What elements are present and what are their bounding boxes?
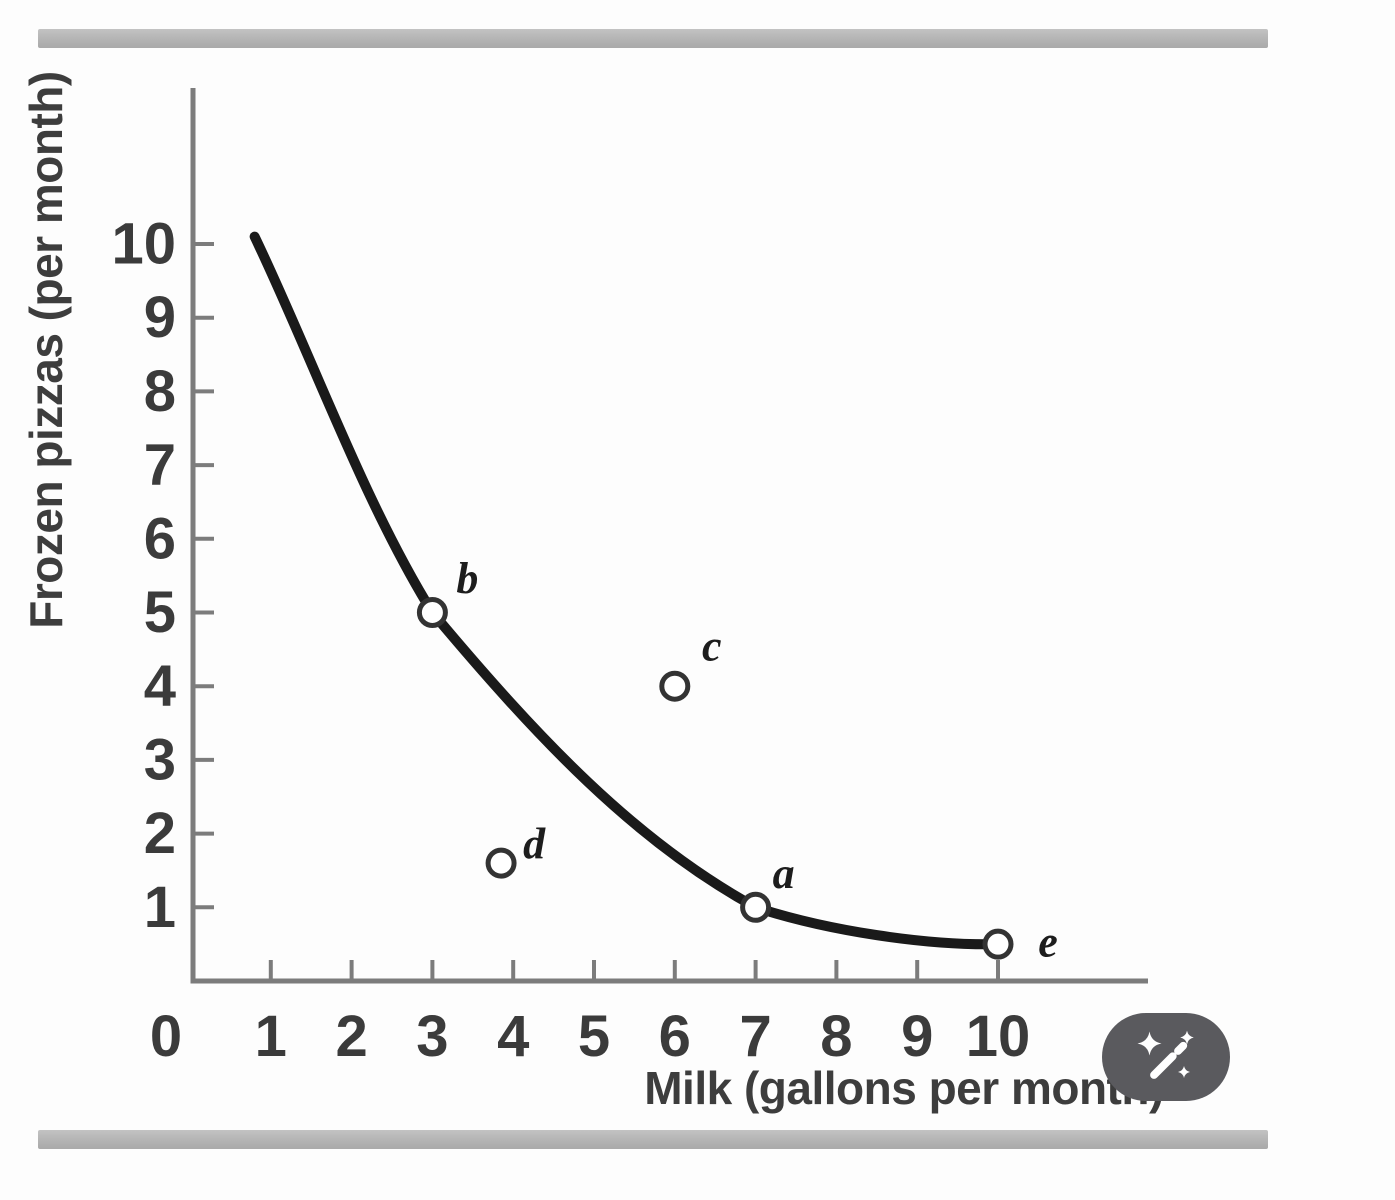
axes-line <box>190 88 1148 984</box>
y-tick-label: 10 <box>111 212 176 277</box>
x-axis-title: Milk (gallons per month) <box>644 1062 1164 1114</box>
x-tick-label: 10 <box>966 1004 1031 1069</box>
x-tick-label: 8 <box>820 1004 852 1069</box>
point-label-d: d <box>523 820 546 869</box>
top-divider-bar <box>38 29 1268 48</box>
x-tick-label: 7 <box>739 1004 771 1069</box>
point-label-e: e <box>1038 918 1058 967</box>
y-tick-label: 5 <box>144 580 176 645</box>
y-tick-label: 1 <box>144 875 176 940</box>
y-axis-title: Frozen pizzas (per month) <box>20 71 72 628</box>
point-label-b: b <box>456 554 478 603</box>
y-tick-label: 4 <box>144 654 176 719</box>
y-tick-label: 2 <box>144 801 176 866</box>
x-tick-label: 1 <box>255 1004 287 1069</box>
wand-tip <box>1174 1041 1188 1055</box>
x-tick-label: 2 <box>335 1004 367 1069</box>
point-label-a: a <box>773 849 795 898</box>
x-tick-label: 6 <box>659 1004 691 1069</box>
point-marker-d <box>485 847 517 879</box>
x-tick-label: 9 <box>901 1004 933 1069</box>
y-tick-label: 6 <box>144 506 176 571</box>
x-tick-label: 3 <box>416 1004 448 1069</box>
sparkle-small-bottom <box>1178 1066 1190 1078</box>
point-marker-b <box>416 597 448 628</box>
wand-shaft <box>1150 1052 1177 1079</box>
magic-wand-icon <box>1137 1030 1194 1079</box>
y-tick-label: 9 <box>144 285 176 350</box>
point-label-c: c <box>702 622 722 671</box>
indifference-curve <box>249 231 1003 950</box>
y-tick-label: 7 <box>144 433 176 498</box>
sparkle-large <box>1137 1031 1162 1056</box>
sparkle-small-top <box>1180 1030 1194 1045</box>
point-marker-a <box>740 891 772 923</box>
y-tick-label: 8 <box>144 359 176 424</box>
x-tick-label: 4 <box>497 1004 529 1069</box>
origin-label: 0 <box>150 1004 182 1069</box>
magic-wand-button[interactable] <box>1102 1013 1230 1101</box>
x-tick-label: 5 <box>578 1004 610 1069</box>
point-marker-e <box>982 928 1014 960</box>
bottom-divider-bar <box>38 1130 1268 1149</box>
y-tick-label: 3 <box>144 727 176 792</box>
point-marker-c <box>659 670 691 702</box>
